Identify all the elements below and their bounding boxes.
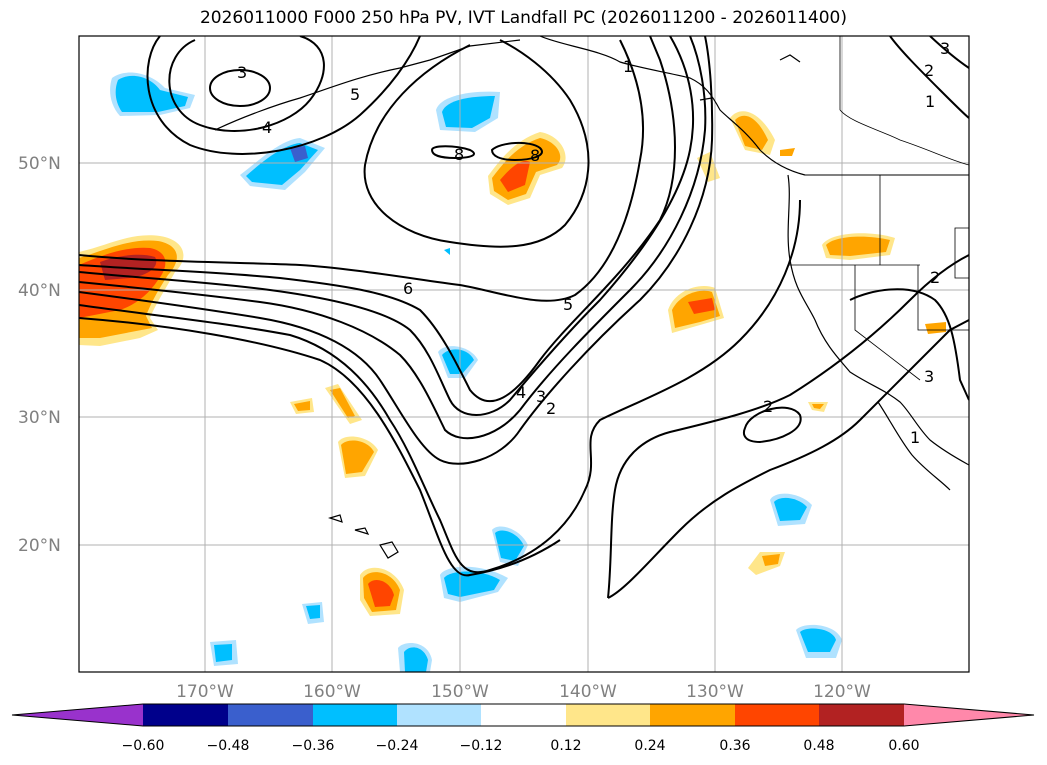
pv-contours (79, 36, 969, 599)
svg-text:−0.60: −0.60 (122, 738, 165, 754)
pv-contour-labels: 3 4 5 8 8 6 5 4 3 2 1 2 1 3 2 3 1 2 (237, 39, 950, 447)
map-border (78, 35, 970, 673)
svg-text:170°W: 170°W (176, 682, 234, 702)
colorbar-segment (566, 704, 650, 726)
svg-text:2: 2 (546, 399, 556, 418)
svg-text:2: 2 (930, 268, 940, 287)
colorbar-segment (143, 704, 228, 726)
colorbar-segment (819, 704, 904, 726)
svg-text:3: 3 (237, 63, 247, 82)
svg-text:0.48: 0.48 (803, 738, 834, 754)
svg-text:130°W: 130°W (686, 682, 744, 702)
ivt-shading (79, 72, 946, 672)
colorbar-segment (228, 704, 313, 726)
svg-text:1: 1 (623, 57, 633, 76)
svg-text:4: 4 (262, 118, 272, 137)
svg-text:1: 1 (925, 92, 935, 111)
svg-text:8: 8 (530, 146, 540, 165)
colorbar-over-arrow (904, 704, 1034, 726)
svg-text:6: 6 (403, 279, 413, 298)
svg-text:0.60: 0.60 (888, 738, 919, 754)
colorbar-segment (735, 704, 819, 726)
colorbar-segment (650, 704, 735, 726)
svg-text:−0.36: −0.36 (292, 738, 335, 754)
colorbar-under-arrow (12, 704, 143, 726)
svg-text:0.12: 0.12 (550, 738, 581, 754)
colorbar-tick-labels: −0.60 −0.48 −0.36 −0.24 −0.12 0.12 0.24 … (122, 738, 920, 754)
svg-text:3: 3 (536, 387, 546, 406)
colorbar-segment (313, 704, 397, 726)
svg-text:8: 8 (454, 145, 464, 164)
svg-text:1: 1 (910, 428, 920, 447)
svg-text:−0.48: −0.48 (207, 738, 250, 754)
colorbar-segment (481, 704, 566, 726)
svg-text:3: 3 (940, 39, 950, 58)
svg-text:−0.12: −0.12 (460, 738, 503, 754)
svg-text:40°N: 40°N (18, 281, 61, 301)
svg-text:30°N: 30°N (18, 408, 61, 428)
svg-text:2: 2 (763, 397, 773, 416)
svg-text:2: 2 (924, 61, 934, 80)
svg-text:4: 4 (516, 383, 526, 402)
svg-text:5: 5 (563, 295, 573, 314)
svg-text:120°W: 120°W (813, 682, 871, 702)
svg-text:50°N: 50°N (18, 154, 61, 174)
longitude-labels: 170°W 160°W 150°W 140°W 130°W 120°W (176, 682, 871, 702)
svg-text:0.24: 0.24 (634, 738, 665, 754)
svg-text:3: 3 (924, 367, 934, 386)
svg-text:5: 5 (350, 85, 360, 104)
svg-text:−0.24: −0.24 (376, 738, 419, 754)
svg-text:150°W: 150°W (431, 682, 489, 702)
map-title: 2026011000 F000 250 hPa PV, IVT Landfall… (199, 8, 847, 28)
svg-text:20°N: 20°N (18, 536, 61, 556)
coastlines (214, 36, 969, 559)
svg-text:140°W: 140°W (559, 682, 617, 702)
colorbar-segment (397, 704, 481, 726)
gridlines (79, 36, 969, 672)
svg-text:0.36: 0.36 (719, 738, 750, 754)
colorbar: −0.60 −0.48 −0.36 −0.24 −0.12 0.12 0.24 … (11, 703, 1035, 754)
latitude-labels: 50°N 40°N 30°N 20°N (18, 154, 61, 556)
svg-text:160°W: 160°W (303, 682, 361, 702)
